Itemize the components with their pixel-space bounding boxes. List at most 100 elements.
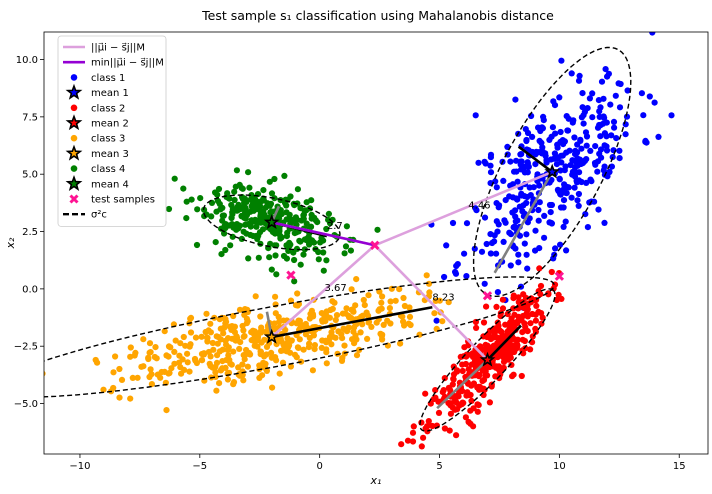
class-3-point (209, 339, 216, 347)
class-4-point (253, 223, 260, 230)
class-3-point (259, 372, 266, 379)
class-3-point (212, 369, 219, 376)
class-1-point (580, 120, 587, 127)
class-2-point (435, 398, 442, 405)
y-tick-label: 10.0 (16, 55, 38, 66)
class-2-point (432, 387, 439, 394)
class-1-point (622, 131, 629, 138)
class-2-point (519, 312, 527, 320)
class-2-point (499, 333, 506, 340)
class-1-point (608, 132, 615, 139)
class-3-point (171, 360, 178, 367)
class-1-point (623, 113, 631, 120)
class-2-point (481, 346, 488, 353)
class-4-point (222, 221, 229, 228)
class-1-point (513, 157, 520, 164)
principal-axis-gray-2 (436, 359, 489, 410)
class-3-point (44, 370, 46, 377)
class-3-point (302, 320, 309, 328)
class-3-point (397, 340, 404, 347)
class-4-point (283, 255, 290, 262)
class-3-point (140, 336, 147, 343)
class-3-point (432, 297, 439, 304)
class-2-point (447, 410, 454, 417)
class-3-point (192, 334, 200, 341)
legend-star-swatch (65, 144, 83, 161)
class-3-point (134, 374, 141, 381)
class-1-point (587, 147, 594, 154)
legend-dot-swatch (70, 165, 78, 172)
class-3-point (263, 343, 271, 350)
class-3-point (163, 407, 170, 414)
class-4-point (180, 185, 187, 192)
class-4-point (283, 209, 290, 216)
class-3-point (191, 355, 199, 363)
class-2-point (532, 317, 540, 324)
class-3-point (356, 346, 363, 353)
class-4-point (208, 213, 215, 220)
class-3-point (198, 357, 206, 364)
class-3-point (206, 360, 213, 367)
class-3-point (231, 323, 238, 330)
class-3-point (323, 313, 330, 320)
class-4-point (271, 175, 278, 183)
class-3-point (216, 380, 223, 387)
class-3-point (287, 297, 295, 304)
class-1-point (526, 184, 533, 191)
class-2-point (475, 373, 482, 380)
class-1-points (428, 32, 675, 324)
class-4-point (308, 215, 315, 222)
class-2-point (439, 389, 446, 396)
class-3-point (294, 290, 301, 297)
class-4-point (231, 188, 238, 195)
class-3-point (239, 361, 246, 368)
class-3-point (226, 323, 234, 330)
class-1-point (597, 146, 605, 153)
class-1-point (578, 178, 585, 186)
class-4-point (231, 196, 238, 204)
legend-dot-swatch (70, 74, 78, 81)
class-2-point (427, 400, 434, 407)
class-3-point (268, 349, 275, 356)
class-1-point (564, 127, 571, 134)
class-2-point (468, 397, 475, 404)
class-1-point (461, 250, 468, 257)
class-2-point (497, 371, 504, 378)
distance-annotation-3: 8.23 (432, 292, 454, 303)
points-layer (44, 32, 675, 450)
y-tick-label: 5.0 (22, 170, 38, 181)
class-1-point (556, 175, 563, 182)
class-2-point (480, 319, 488, 326)
class-3-point (269, 384, 276, 391)
class-3-point (378, 299, 385, 306)
class-3-point (351, 324, 358, 331)
class-1-point (575, 190, 583, 198)
class-3-point (375, 307, 382, 314)
class-3-point (244, 318, 251, 325)
class-3-point (152, 344, 159, 351)
class-4-point (221, 230, 228, 237)
class-1-point (512, 245, 519, 252)
class-1-point (512, 218, 519, 225)
class-2-point (515, 294, 522, 301)
class-3-point (127, 395, 134, 402)
class-4-point (247, 223, 254, 230)
class-3-point (200, 350, 208, 357)
class-3-point (168, 365, 175, 372)
class-4-point (226, 195, 233, 202)
legend-frame (57, 35, 167, 227)
class-4-point (343, 223, 350, 230)
class-3-point (181, 366, 188, 373)
class-4-point (224, 190, 231, 197)
class-3-point (100, 386, 107, 393)
class-3-point (380, 321, 387, 328)
class-4-point (272, 252, 279, 259)
class-2-point (430, 395, 437, 403)
class-4-point (249, 200, 257, 207)
class-4-point (241, 195, 249, 202)
class-3-point (357, 329, 364, 336)
class-3-point (249, 327, 256, 334)
class-3-point (219, 358, 226, 365)
class-2-point (470, 405, 477, 412)
